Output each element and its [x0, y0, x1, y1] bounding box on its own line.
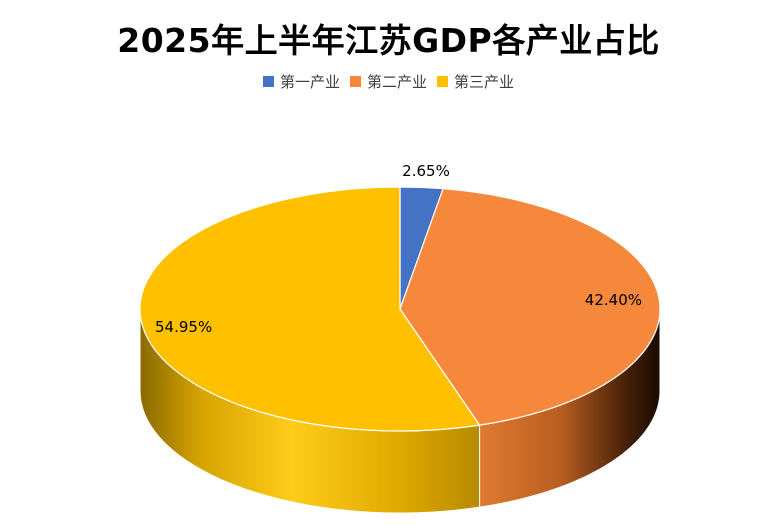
data-label-primary: 2.65% [402, 162, 450, 180]
legend-swatch-primary [262, 76, 274, 87]
legend-item-secondary: 第二产业 [349, 71, 427, 92]
chart-title: 2025年上半年江苏GDP各产业占比 [117, 21, 660, 60]
pie-slice-tertiary [139, 186, 481, 432]
legend-label-secondary: 第二产业 [366, 73, 427, 91]
data-label-tertiary: 54.95% [155, 318, 212, 336]
legend-item-tertiary: 第三产业 [437, 71, 514, 92]
legend-item-primary: 第一产业 [262, 71, 340, 92]
legend-swatch-tertiary [437, 76, 448, 87]
legend-label-tertiary: 第三产业 [454, 73, 515, 91]
legend-swatch-secondary [349, 76, 361, 87]
legend-label-primary: 第一产业 [279, 73, 340, 91]
data-label-secondary: 42.40% [585, 291, 642, 309]
pie-slice-secondary [399, 188, 661, 426]
legend: 第一产业 第二产业 第三产业 [0, 71, 777, 92]
